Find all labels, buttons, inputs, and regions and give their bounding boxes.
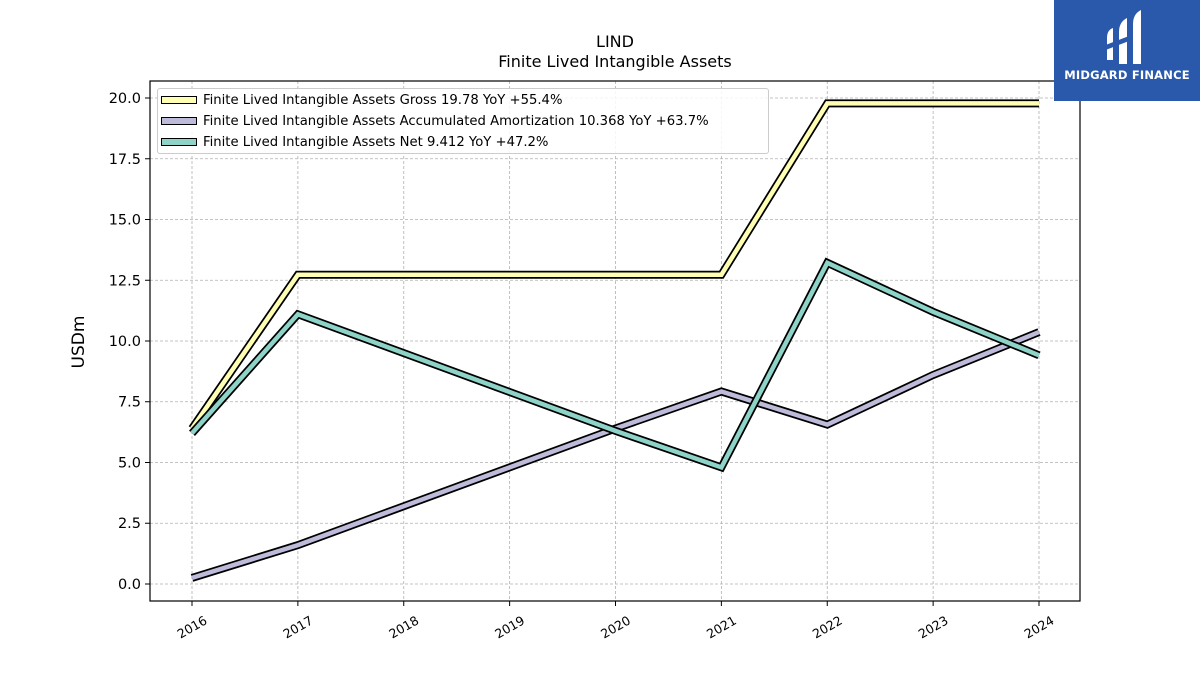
y-tick-label: 10.0 xyxy=(109,334,141,350)
x-tick-label: 2022 xyxy=(810,613,845,642)
x-tick-label: 2019 xyxy=(492,613,527,642)
legend: Finite Lived Intangible Assets Gross 19.… xyxy=(157,88,769,154)
y-axis-ticks: 0.0 2.5 5.0 7.5 10.0 12.5 15.0 17.5 20.0 xyxy=(109,91,150,593)
x-tick-label: 2017 xyxy=(280,613,315,642)
series-layer xyxy=(188,99,1041,582)
logo-mark-icon xyxy=(1103,10,1141,64)
x-tick-label: 2021 xyxy=(704,613,739,642)
y-tick-label: 0.0 xyxy=(118,577,141,593)
legend-swatch-amortization xyxy=(161,117,197,125)
grid-lines xyxy=(150,81,1080,601)
legend-label-gross: Finite Lived Intangible Assets Gross 19.… xyxy=(203,92,563,108)
legend-swatch-net xyxy=(161,138,197,146)
y-tick-label: 2.5 xyxy=(118,516,141,532)
x-tick-label: 2018 xyxy=(386,613,421,642)
y-tick-label: 12.5 xyxy=(109,273,141,289)
chart-title: LIND xyxy=(596,32,634,51)
x-tick-label: 2016 xyxy=(174,613,209,642)
series-line-2 xyxy=(190,259,1040,471)
y-tick-label: 15.0 xyxy=(109,213,141,229)
chart-subtitle: Finite Lived Intangible Assets xyxy=(498,52,732,71)
y-tick-label: 5.0 xyxy=(118,455,141,471)
legend-label-amortization: Finite Lived Intangible Assets Accumulat… xyxy=(203,113,709,129)
legend-swatch-gross xyxy=(161,96,197,104)
x-axis-ticks: 2016 2017 2018 2019 2020 2021 2022 2023 2024 xyxy=(174,601,1057,642)
y-tick-label: 20.0 xyxy=(109,91,141,107)
x-tick-label: 2024 xyxy=(1021,613,1056,642)
series-line-0 xyxy=(190,101,1039,430)
brand-name: MIDGARD FINANCE xyxy=(1064,68,1190,82)
y-tick-label: 7.5 xyxy=(118,395,141,411)
y-axis-label: USDm xyxy=(69,316,89,369)
brand-logo: MIDGARD FINANCE xyxy=(1054,0,1200,101)
x-tick-label: 2020 xyxy=(598,613,633,642)
x-tick-label: 2023 xyxy=(916,613,951,642)
legend-label-net: Finite Lived Intangible Assets Net 9.412… xyxy=(203,134,549,150)
y-tick-label: 17.5 xyxy=(109,152,141,168)
